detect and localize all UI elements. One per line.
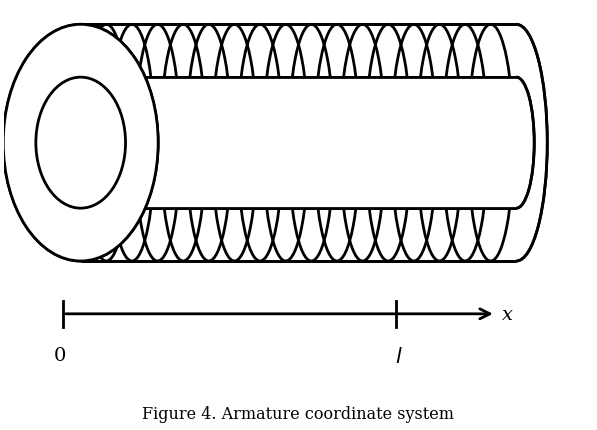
- Text: Figure 4. Armature coordinate system: Figure 4. Armature coordinate system: [143, 405, 454, 422]
- Ellipse shape: [3, 25, 158, 261]
- FancyBboxPatch shape: [81, 78, 516, 209]
- Text: 0: 0: [54, 346, 66, 364]
- Text: x: x: [502, 305, 513, 323]
- Ellipse shape: [36, 78, 125, 209]
- Text: $\mathit{l}$: $\mathit{l}$: [395, 346, 402, 366]
- Ellipse shape: [3, 25, 158, 261]
- Bar: [81, 78, 516, 209]
- Ellipse shape: [36, 78, 125, 209]
